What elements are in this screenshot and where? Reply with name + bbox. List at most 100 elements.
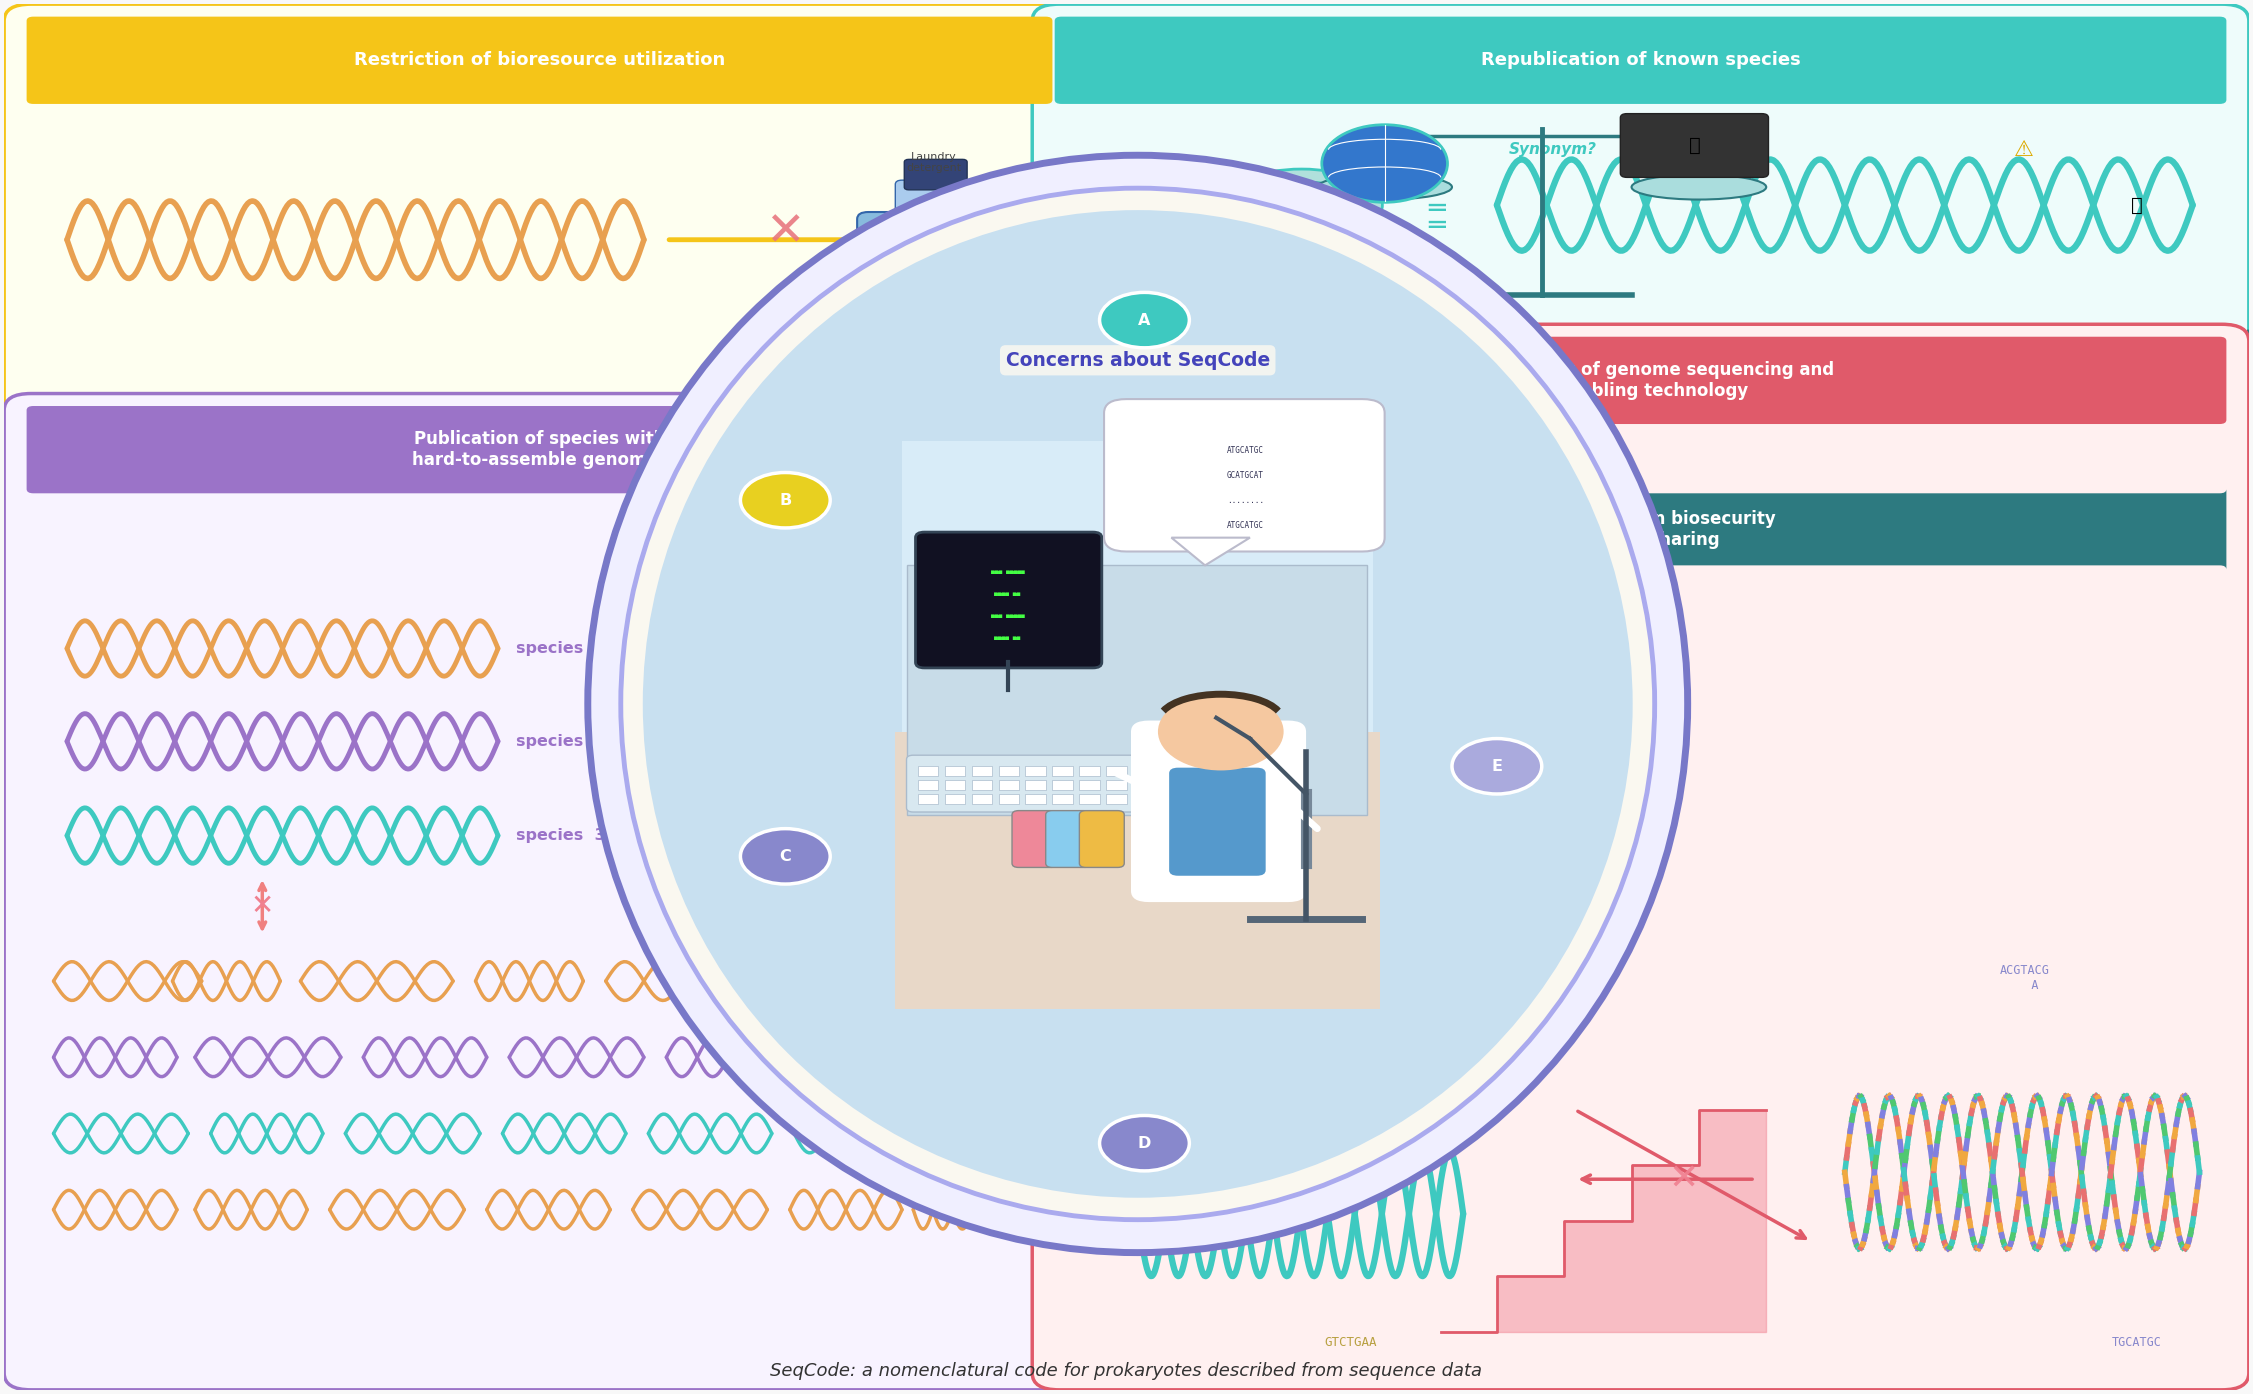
Bar [1106,795,1126,804]
Bar [944,795,964,804]
FancyBboxPatch shape [1012,811,1057,867]
Text: GTCTGAA: GTCTGAA [1325,1337,1377,1349]
Text: Balance between biosecurity
and data sharing: Balance between biosecurity and data sha… [1505,510,1775,549]
Text: ═: ═ [1428,212,1444,240]
Text: B: B [780,492,791,507]
Text: GCATGCAT: GCATGCAT [1228,471,1264,480]
FancyBboxPatch shape [1032,330,2248,410]
Circle shape [1451,739,1541,795]
Text: ACGTACG
   A: ACGTACG A [1998,965,2050,993]
Ellipse shape [642,210,1633,1197]
Text: A: A [1138,312,1151,328]
Ellipse shape [588,155,1687,1253]
Ellipse shape [1221,169,1383,241]
Text: species  1: species 1 [516,641,606,657]
Ellipse shape [1631,174,1766,199]
Bar [1025,767,1045,776]
FancyBboxPatch shape [27,406,1052,493]
Text: 💻: 💻 [1687,137,1701,155]
FancyBboxPatch shape [1104,399,1386,552]
FancyBboxPatch shape [1131,721,1307,902]
Polygon shape [1172,538,1250,566]
Bar [917,795,937,804]
FancyBboxPatch shape [1620,114,1769,177]
FancyBboxPatch shape [1054,17,2226,105]
Text: Concerns about SeqCode: Concerns about SeqCode [1005,351,1271,369]
Text: ✕: ✕ [250,892,275,920]
Text: C: C [780,849,791,864]
Bar [971,795,991,804]
Bar [1079,795,1099,804]
Bar [998,781,1018,790]
Text: species  2: species 2 [516,733,606,749]
FancyBboxPatch shape [1045,811,1090,867]
FancyBboxPatch shape [856,212,1009,371]
Bar [1052,795,1072,804]
Text: ■■■■ ■■: ■■■■ ■■ [994,636,1021,641]
FancyBboxPatch shape [5,4,1075,415]
FancyBboxPatch shape [1032,4,2248,415]
Text: TGCATGC: TGCATGC [2111,1337,2161,1349]
FancyBboxPatch shape [27,17,1052,105]
Text: Publication of species with
hard-to-assemble genomes: Publication of species with hard-to-asse… [412,431,667,468]
Ellipse shape [1318,174,1451,199]
FancyBboxPatch shape [1032,325,2248,1390]
Circle shape [1282,217,1300,229]
Bar [894,732,1381,1009]
Bar [1025,795,1045,804]
Text: E: E [1491,758,1503,774]
Circle shape [1323,124,1446,202]
Text: ■■■ ■■■■■: ■■■ ■■■■■ [991,570,1025,574]
Bar [944,767,964,776]
Bar [1025,781,1045,790]
Ellipse shape [622,188,1654,1220]
Circle shape [944,325,958,333]
Bar [1106,767,1126,776]
FancyBboxPatch shape [1054,489,2226,570]
Text: Irreplaceable: Irreplaceable [1428,495,1543,510]
FancyBboxPatch shape [1054,337,2226,424]
Circle shape [1327,198,1345,209]
Circle shape [967,325,980,333]
Text: SeqCode: a nomenclatural code for prokaryotes described from sequence data: SeqCode: a nomenclatural code for prokar… [771,1362,1482,1380]
Circle shape [741,473,829,528]
Bar [870,312,996,347]
Ellipse shape [1237,181,1368,237]
Text: Restriction of bioresource utilization: Restriction of bioresource utilization [354,52,725,70]
Text: species  3: species 3 [516,828,606,843]
FancyBboxPatch shape [903,159,967,190]
Circle shape [1316,217,1334,229]
Text: ........: ........ [1228,496,1264,505]
Circle shape [921,325,935,333]
Text: ACAGCTG: ACAGCTG [1208,1015,1259,1052]
Text: ■■■ ■■■■■: ■■■ ■■■■■ [991,615,1025,619]
Text: ATGCATGC: ATGCATGC [1228,521,1264,530]
Bar [971,781,991,790]
Bar [944,781,964,790]
Bar [917,767,937,776]
Text: ═: ═ [1428,195,1444,223]
Text: ■■■■ ■■: ■■■■ ■■ [994,592,1021,597]
Text: Republication of known species: Republication of known species [1480,52,1800,70]
Circle shape [1304,210,1323,222]
Bar [971,767,991,776]
FancyBboxPatch shape [5,393,1075,1390]
Circle shape [741,828,829,884]
Text: Laundry
detergent: Laundry detergent [906,152,962,173]
Bar [1052,767,1072,776]
Bar [917,781,937,790]
Text: Advancement of genome sequencing and
assembling technology: Advancement of genome sequencing and ass… [1446,361,1834,400]
Bar [1079,781,1099,790]
Circle shape [876,325,890,333]
Text: ✕: ✕ [766,210,804,255]
Circle shape [1099,1115,1190,1171]
Text: 🔒: 🔒 [2131,195,2143,215]
Circle shape [1099,293,1190,348]
Circle shape [1158,693,1284,771]
Bar [906,566,1368,814]
FancyBboxPatch shape [915,533,1102,668]
Circle shape [1266,201,1284,212]
Text: D: D [1138,1136,1151,1150]
Bar [1079,767,1099,776]
Text: ⚠: ⚠ [2014,139,2034,160]
